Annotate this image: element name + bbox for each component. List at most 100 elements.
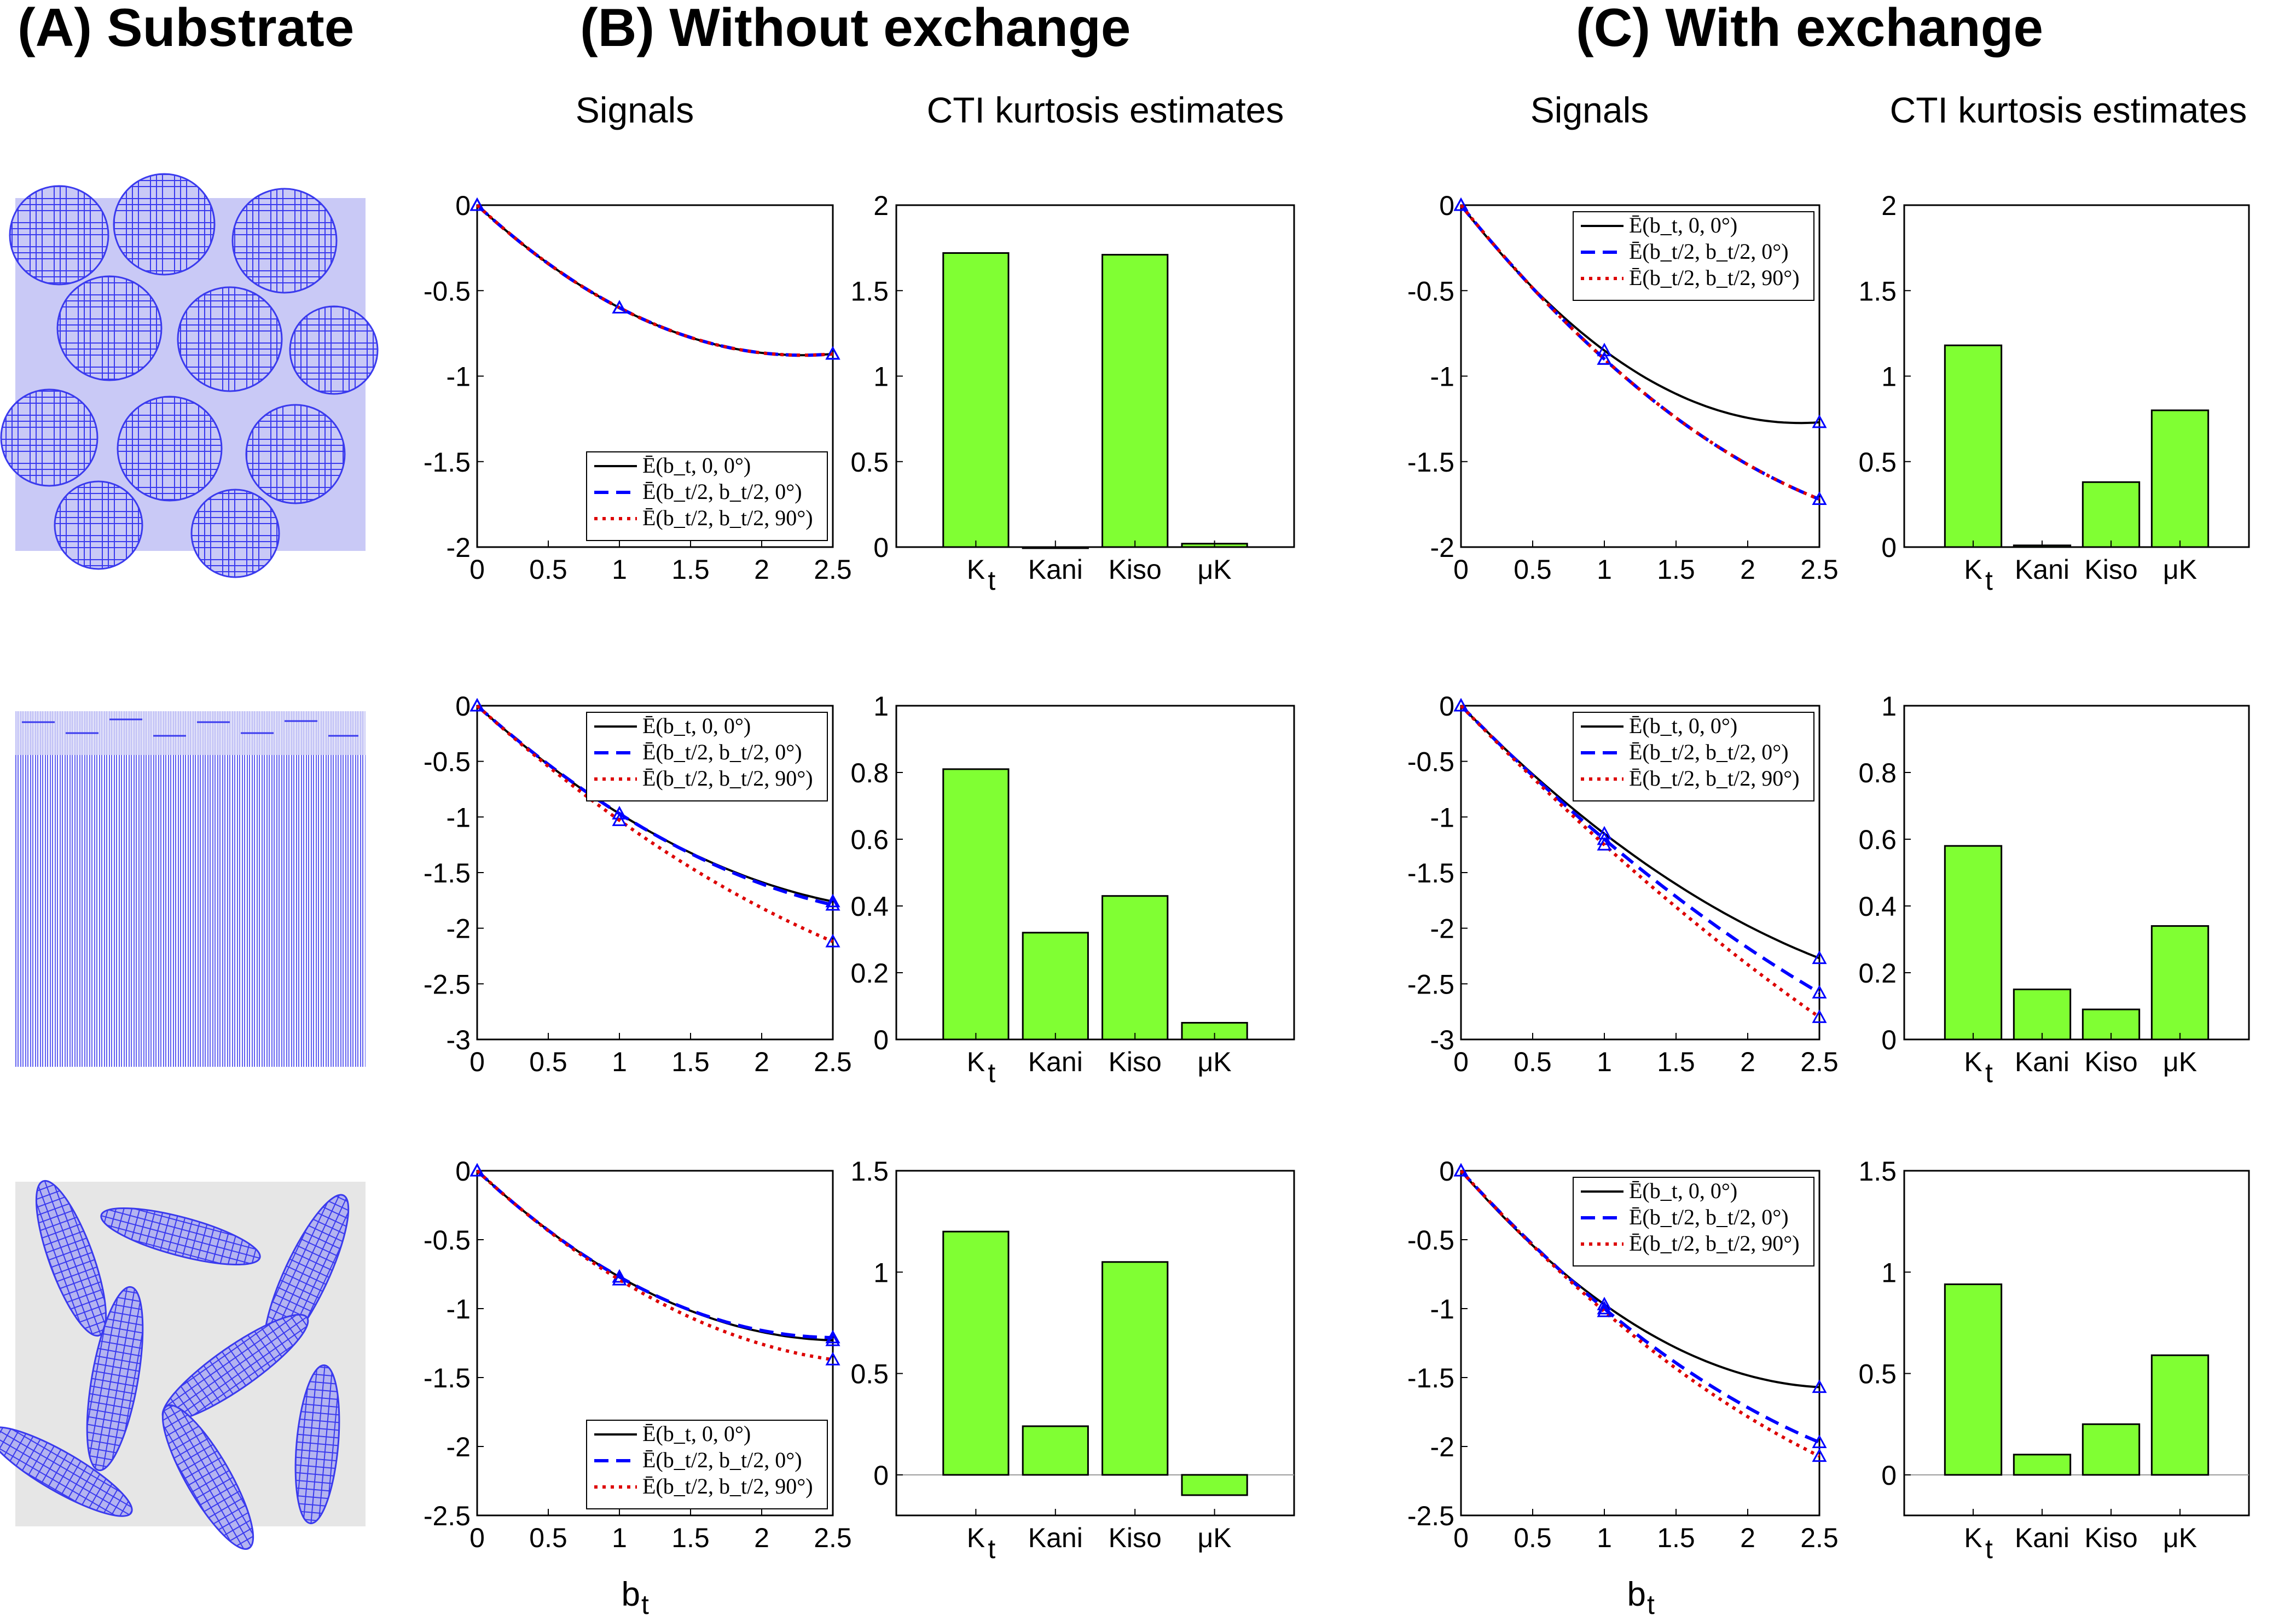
series-line-3 (1459, 704, 1820, 1019)
bar-1 (942, 252, 1010, 548)
col-title-b-signals: Signals (576, 90, 694, 130)
cti-chart-cti_r2_noex: 0 0.2 0.4 0.6 0.8 1 K t Kani Kiso μK (850, 691, 1295, 1088)
y-tick-label: 1 (1881, 691, 1897, 722)
legend-entry: Ē(b_t, 0, 0°) (642, 453, 751, 478)
y-tick-label: 0 (1439, 190, 1454, 221)
x-tick-subscript: t (1985, 1058, 1993, 1088)
y-tick-label: -2.5 (1407, 969, 1454, 1000)
y-tick-label: 0 (1881, 532, 1897, 563)
y-tick-label: -2 (447, 532, 471, 563)
x-tick-label: μK (1198, 1523, 1232, 1553)
y-tick-label: 0 (1439, 1156, 1454, 1187)
x-tick-label: 2.5 (1800, 1523, 1839, 1553)
y-tick-label: -0.5 (1407, 747, 1454, 777)
legend-entry: Ē(b_t, 0, 0°) (1629, 713, 1737, 738)
x-tick-label: 1 (1597, 554, 1612, 585)
x-tick-label: Kiso (1109, 554, 1162, 585)
y-tick-label: -1.5 (424, 447, 471, 478)
y-tick-label: 0 (873, 1025, 889, 1055)
y-tick-label: -2 (1430, 532, 1454, 563)
data-point-marker (1812, 950, 1827, 965)
signals-chart-signals_r3_noex: 0 0.5 1 1.5 2 2.5 0 -0.5 -1 -1.5 -2 -2.5 Ē(b_t, 0, 0… (424, 1156, 852, 1553)
y-tick-label: 1 (1881, 362, 1897, 392)
col-title-c-cti: CTI kurtosis estimates (1890, 90, 2247, 130)
y-tick-label: -1.5 (1407, 858, 1454, 888)
x-tick-label: 0.5 (1514, 554, 1552, 585)
cti-chart-cti_r3_ex: 0 0.5 1 1.5 K t Kani Kiso μK (1858, 1156, 2250, 1564)
y-tick-label: 1 (873, 1257, 889, 1288)
series-line-1 (1460, 705, 1820, 960)
y-tick-label: -1 (447, 802, 471, 833)
x-tick-label: 0.5 (529, 1047, 567, 1077)
data-point-marker (469, 1163, 485, 1177)
data-point-marker (612, 1271, 627, 1286)
series-line-2 (1459, 1169, 1820, 1444)
y-tick-label: 1 (873, 691, 889, 722)
x-tick-label: 2 (1740, 1047, 1755, 1077)
data-point-marker (1453, 1163, 1469, 1177)
y-tick-label: -1.5 (1407, 1363, 1454, 1393)
x-tick-label: Kiso (2084, 1523, 2137, 1553)
y-tick-label: -1.5 (424, 1363, 471, 1393)
data-point-marker (612, 300, 627, 313)
bar-3 (2082, 1423, 2141, 1476)
substrate-ellipsoids (0, 1180, 366, 1550)
legend-entry: Ē(b_t/2, b_t/2, 0°) (1629, 1205, 1789, 1229)
y-tick-label: 0 (455, 1156, 471, 1187)
y-tick-label: 0.6 (1858, 824, 1897, 855)
legend-entry: Ē(b_t/2, b_t/2, 90°) (1629, 1231, 1800, 1256)
x-tick-label: μK (1198, 554, 1232, 585)
x-tick-label: 0.5 (1514, 1047, 1552, 1077)
data-point-marker (825, 1352, 840, 1366)
x-tick-label: Kani (1028, 1047, 1083, 1077)
col-title-b-cti: CTI kurtosis estimates (927, 90, 1284, 130)
y-tick-label: 2 (1881, 190, 1897, 221)
y-tick-label: -1 (1430, 362, 1454, 392)
x-tick-label: Kiso (2084, 554, 2137, 585)
y-tick-label: 0.2 (1858, 958, 1897, 989)
substrate-spheres (0, 173, 379, 578)
x-axis-label-c: b t (1627, 1576, 1655, 1620)
data-point-marker (1597, 342, 1612, 357)
x-tick-label: K (1964, 1523, 1982, 1553)
x-tick-label: K (967, 1047, 985, 1077)
y-tick-label: 1 (1881, 1257, 1897, 1288)
series-line-1 (1460, 1170, 1820, 1388)
x-tick-label: Kani (2015, 1523, 2069, 1553)
x-axis-label-b: b t (622, 1576, 649, 1620)
y-tick-label: -2 (447, 914, 471, 944)
bar-1 (1944, 845, 2003, 1041)
series-line-3 (1459, 1169, 1820, 1458)
y-tick-label: -1.5 (424, 858, 471, 888)
bar-2 (1022, 932, 1089, 1041)
y-tick-label: 1 (873, 362, 889, 392)
cti-chart-cti_r1_ex: 0 0.5 1 1.5 2 K t Kani Kiso μK (1858, 190, 2250, 596)
x-tick-label: Kani (2015, 1047, 2069, 1077)
y-tick-label: 0.2 (850, 958, 889, 989)
y-tick-label: 1.5 (850, 1156, 889, 1187)
y-tick-label: -0.5 (424, 276, 471, 306)
legend-entry: Ē(b_t/2, b_t/2, 90°) (1629, 766, 1800, 791)
y-tick-label: 0 (455, 190, 471, 221)
y-tick-label: 0.6 (850, 824, 889, 855)
legend: Ē(b_t, 0, 0°)Ē(b_t/2, b_t/2, 0°)Ē(b_t/2,… (1573, 1177, 1814, 1266)
y-tick-label: 0.5 (1858, 447, 1897, 478)
x-tick-label: 2 (754, 554, 769, 585)
x-tick-label: 2.5 (814, 554, 852, 585)
legend-entry: Ē(b_t, 0, 0°) (1629, 1178, 1737, 1203)
bar-1 (942, 1230, 1010, 1476)
legend-entry: Ē(b_t/2, b_t/2, 90°) (642, 766, 813, 791)
x-tick-label: 2 (1740, 1523, 1755, 1553)
bar-3 (1101, 1261, 1169, 1476)
bar-4 (1181, 1474, 1248, 1496)
data-point-marker (825, 893, 840, 908)
x-tick-label: 0 (469, 554, 485, 585)
x-tick-subscript: t (988, 565, 995, 596)
x-tick-label: K (967, 1523, 985, 1553)
bar-4 (2150, 925, 2210, 1041)
x-tick-label: Kani (2015, 554, 2069, 585)
legend: Ē(b_t, 0, 0°)Ē(b_t/2, b_t/2, 0°)Ē(b_t/2,… (586, 451, 828, 541)
y-tick-label: 0 (873, 532, 889, 563)
x-tick-label: 0 (469, 1047, 485, 1077)
bar-2 (2013, 989, 2072, 1041)
